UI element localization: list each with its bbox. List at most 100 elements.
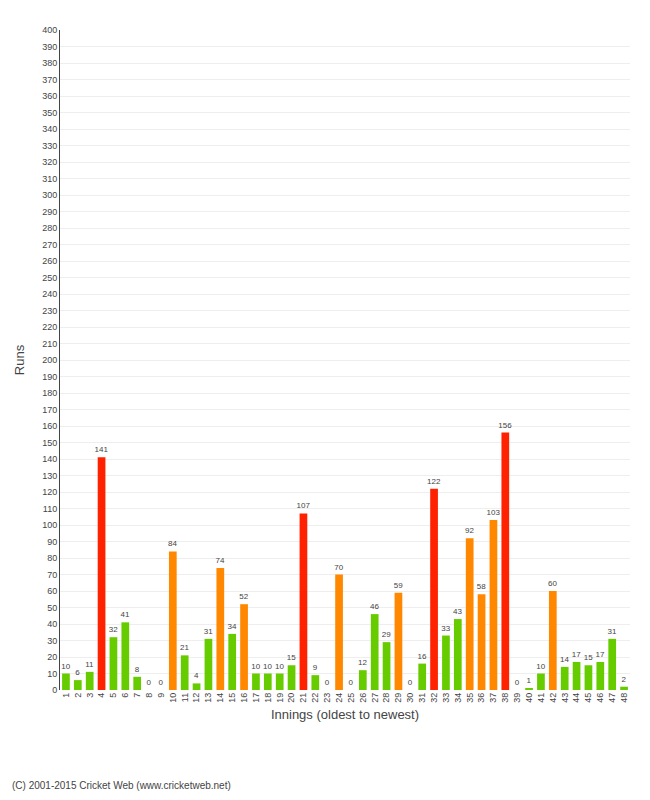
svg-text:60: 60: [548, 579, 557, 588]
svg-text:27: 27: [370, 693, 380, 703]
svg-text:90: 90: [47, 537, 57, 547]
svg-text:34: 34: [453, 693, 463, 703]
svg-text:260: 260: [42, 256, 57, 266]
svg-text:9: 9: [156, 693, 166, 698]
svg-text:44: 44: [571, 693, 581, 703]
svg-text:38: 38: [500, 693, 510, 703]
svg-text:4: 4: [96, 693, 106, 698]
svg-text:37: 37: [488, 693, 498, 703]
svg-text:25: 25: [346, 693, 356, 703]
svg-text:10: 10: [168, 693, 178, 703]
svg-text:0: 0: [348, 678, 353, 687]
svg-text:290: 290: [42, 207, 57, 217]
svg-text:250: 250: [42, 273, 57, 283]
svg-text:220: 220: [42, 322, 57, 332]
svg-text:20: 20: [286, 693, 296, 703]
svg-text:70: 70: [47, 570, 57, 580]
svg-text:210: 210: [42, 339, 57, 349]
svg-text:16: 16: [417, 652, 426, 661]
svg-text:320: 320: [42, 157, 57, 167]
svg-text:17: 17: [251, 693, 261, 703]
svg-text:107: 107: [296, 501, 310, 510]
svg-text:46: 46: [370, 602, 379, 611]
svg-text:34: 34: [227, 622, 236, 631]
svg-text:59: 59: [394, 581, 403, 590]
svg-text:50: 50: [47, 603, 57, 613]
svg-text:33: 33: [441, 624, 450, 633]
svg-text:370: 370: [42, 75, 57, 85]
svg-text:240: 240: [42, 289, 57, 299]
svg-text:52: 52: [239, 592, 248, 601]
svg-text:74: 74: [216, 556, 225, 565]
svg-text:30: 30: [405, 693, 415, 703]
svg-text:39: 39: [512, 693, 522, 703]
svg-text:29: 29: [382, 630, 391, 639]
svg-text:19: 19: [275, 693, 285, 703]
svg-text:(C) 2001-2015 Cricket Web (www: (C) 2001-2015 Cricket Web (www.cricketwe…: [12, 780, 231, 791]
svg-text:32: 32: [109, 625, 118, 634]
svg-text:28: 28: [381, 693, 391, 703]
svg-text:200: 200: [42, 355, 57, 365]
svg-text:15: 15: [227, 693, 237, 703]
svg-text:340: 340: [42, 124, 57, 134]
svg-text:16: 16: [239, 693, 249, 703]
svg-text:46: 46: [595, 693, 605, 703]
svg-text:29: 29: [393, 693, 403, 703]
svg-text:21: 21: [180, 643, 189, 652]
svg-text:70: 70: [334, 563, 343, 572]
svg-text:42: 42: [548, 693, 558, 703]
svg-text:8: 8: [135, 665, 140, 674]
svg-text:103: 103: [486, 508, 500, 517]
svg-text:6: 6: [75, 668, 80, 677]
svg-text:10: 10: [61, 662, 70, 671]
svg-text:2: 2: [73, 693, 83, 698]
svg-text:360: 360: [42, 91, 57, 101]
svg-text:0: 0: [515, 678, 520, 687]
svg-text:170: 170: [42, 405, 57, 415]
svg-text:30: 30: [47, 636, 57, 646]
svg-text:10: 10: [47, 669, 57, 679]
svg-text:140: 140: [42, 454, 57, 464]
svg-text:Innings (oldest to newest): Innings (oldest to newest): [271, 707, 419, 722]
svg-text:0: 0: [147, 678, 152, 687]
svg-text:41: 41: [121, 610, 130, 619]
svg-text:300: 300: [42, 190, 57, 200]
svg-text:17: 17: [572, 650, 581, 659]
svg-text:110: 110: [43, 504, 57, 514]
svg-text:18: 18: [263, 693, 273, 703]
svg-text:84: 84: [168, 539, 177, 548]
svg-text:12: 12: [358, 658, 367, 667]
svg-text:36: 36: [476, 693, 486, 703]
svg-text:230: 230: [42, 306, 57, 316]
svg-text:7: 7: [132, 693, 142, 698]
svg-text:14: 14: [215, 693, 225, 703]
svg-text:156: 156: [498, 421, 512, 430]
svg-text:0: 0: [325, 678, 330, 687]
svg-text:160: 160: [42, 421, 57, 431]
svg-text:35: 35: [465, 693, 475, 703]
svg-text:58: 58: [477, 582, 486, 591]
svg-text:150: 150: [42, 438, 57, 448]
svg-text:60: 60: [47, 586, 57, 596]
svg-text:92: 92: [465, 526, 474, 535]
svg-text:11: 11: [180, 693, 190, 702]
svg-text:31: 31: [417, 693, 427, 703]
svg-text:2: 2: [622, 675, 627, 684]
svg-text:10: 10: [263, 662, 272, 671]
svg-text:4: 4: [194, 671, 199, 680]
svg-text:32: 32: [429, 693, 439, 703]
svg-text:43: 43: [453, 607, 462, 616]
svg-text:141: 141: [95, 445, 109, 454]
svg-text:Runs: Runs: [12, 344, 27, 375]
svg-text:40: 40: [524, 693, 534, 703]
svg-text:3: 3: [85, 693, 95, 698]
svg-text:14: 14: [560, 655, 569, 664]
svg-text:1: 1: [61, 693, 71, 698]
svg-text:0: 0: [408, 678, 413, 687]
svg-text:390: 390: [42, 42, 57, 52]
svg-text:380: 380: [42, 58, 57, 68]
svg-text:9: 9: [313, 663, 318, 672]
svg-text:23: 23: [322, 693, 332, 703]
svg-text:280: 280: [42, 223, 57, 233]
svg-text:100: 100: [42, 520, 57, 530]
